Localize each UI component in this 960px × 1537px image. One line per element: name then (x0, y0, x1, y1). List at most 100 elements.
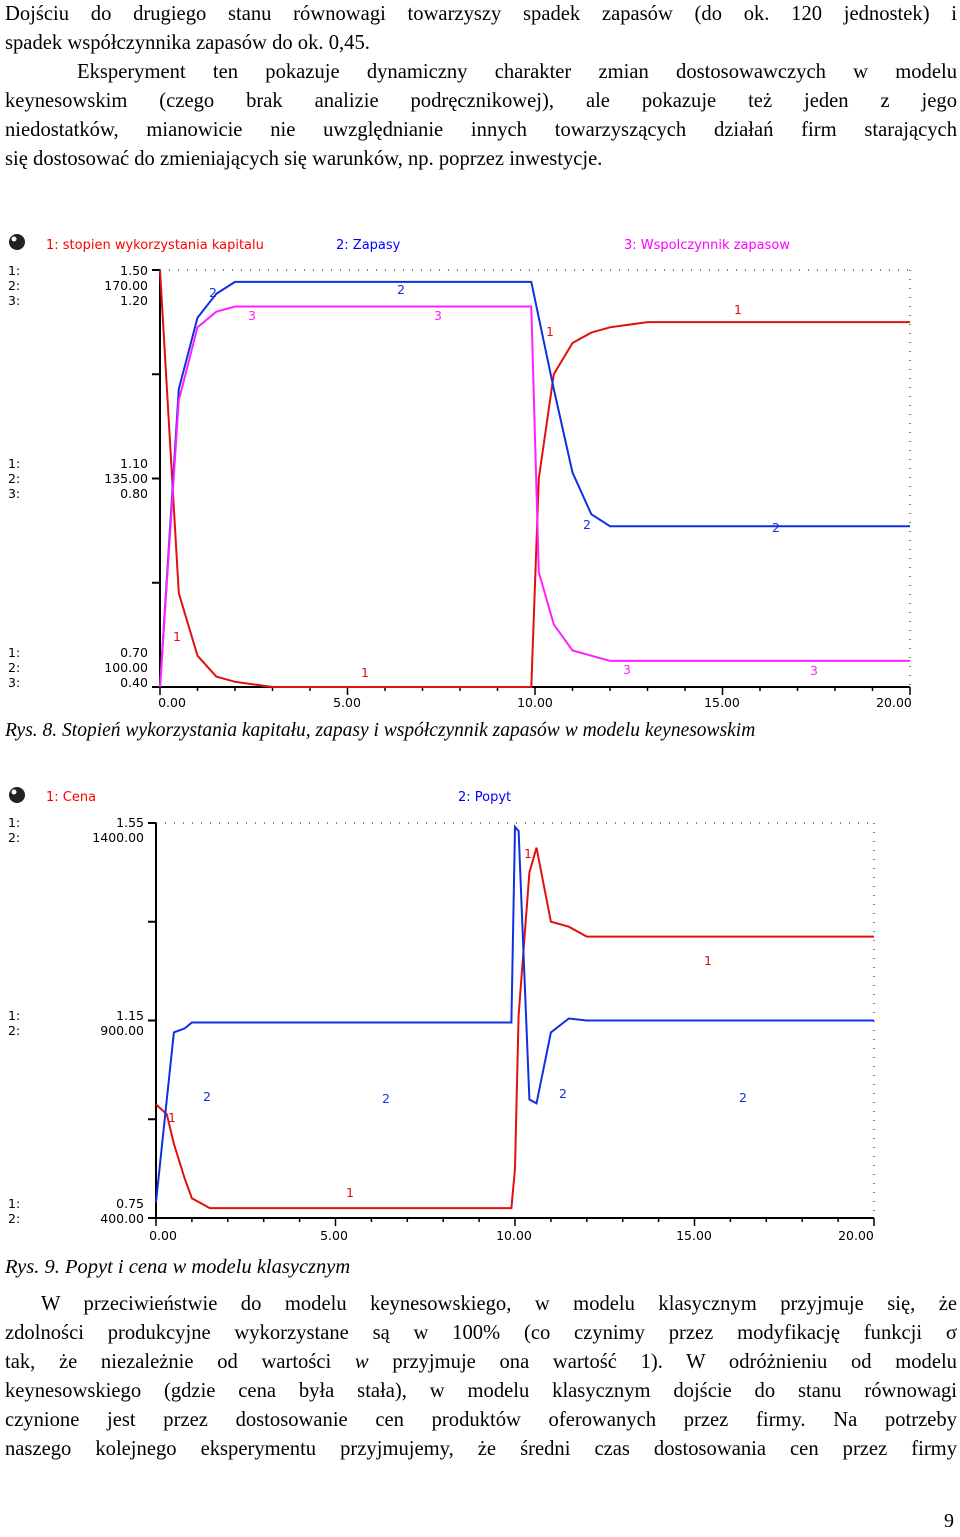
fig8-marker-3d: 3 (810, 663, 818, 678)
fig9-marker-1a: 1 (168, 1110, 176, 1125)
fig9-marker-2d: 2 (739, 1090, 747, 1105)
fig9-scale-bot: 1: 0.75 2: 400.00 (8, 1196, 144, 1226)
fig8-axis-ticks (152, 269, 911, 695)
body2-line-4: keynesowskiego (gdzie cena była stała), … (5, 1380, 957, 1402)
fig9-series-markers: 2 2 2 2 1 1 1 1 (168, 846, 747, 1200)
fig8-legend-2: 2: Zapasy (336, 238, 401, 253)
fig8-scale-top-s3: 3: (8, 293, 20, 308)
body2-line-5: czynione jest przez dostosowanie cen pro… (5, 1409, 957, 1431)
fig8-scale-bot-v1: 0.70 (120, 645, 148, 660)
fig9-marker-1b: 1 (346, 1185, 354, 1200)
fig8-legend: 1: stopien wykorzystania kapitalu 2: Zap… (9, 234, 790, 253)
figure-9-chart: 1: Cena 2: Popyt 1: 1.55 2: 1400.00 1: 1… (8, 787, 875, 1243)
fig8-scale-mid-s3: 3: (8, 486, 20, 501)
fig8-marker-1a: 1 (173, 629, 181, 644)
intro-line-3: Eksperyment ten pokazuje dynamiczny char… (77, 61, 957, 83)
fig8-marker-2c: 2 (583, 517, 591, 532)
page-number: 9 (944, 1510, 954, 1532)
fig8-legend-1: 1: stopien wykorzystania kapitalu (46, 238, 264, 253)
body2-line-3c: przyjmuje ona wartość 1). W odróżnieniu … (392, 1351, 957, 1373)
fig8-marker-2d: 2 (772, 520, 780, 535)
fig9-marker-1c: 1 (524, 846, 532, 861)
fig9-series-1-line (155, 847, 874, 1210)
body2-line-3a: tak, że niezależnie od wartości (5, 1351, 332, 1373)
fig9-scale-bot-s2: 2: (8, 1211, 20, 1226)
fig8-xtick-0: 0.00 (158, 695, 186, 710)
fig9-xtick-0: 0.00 (149, 1228, 177, 1243)
fig8-marker-3c: 3 (623, 662, 631, 677)
fig8-marker-3b: 3 (434, 308, 442, 323)
fig8-scale-bot-s3: 3: (8, 675, 20, 690)
fig8-xtick-3: 15.00 (704, 695, 740, 710)
fig9-marker-2b: 2 (382, 1091, 390, 1106)
body2-line-3: tak, że niezależnie od wartości w przyjm… (5, 1348, 957, 1377)
fig9-scale-top-s1: 1: (8, 815, 20, 830)
fig8-scale-top-v1: 1.50 (120, 263, 148, 278)
fig9-xtick-4: 20.00 (838, 1228, 874, 1243)
intro-line-2: spadek współczynnika zapasów do ok. 0,45… (5, 32, 370, 54)
fig8-marker-1c: 1 (546, 324, 554, 339)
body2-line-3b-var: w (354, 1351, 369, 1373)
fig8-marker-2b: 2 (397, 282, 405, 297)
fig9-scale-mid: 1: 1.15 2: 900.00 (8, 1008, 144, 1038)
fig8-scale-mid-v2: 135.00 (104, 471, 148, 486)
intro-paragraph: Dojściu do drugiego stanu równowagi towa… (5, 0, 957, 174)
fig9-series-2-line (155, 824, 874, 1203)
intro-line-1: Dojściu do drugiego stanu równowagi towa… (5, 3, 957, 25)
fig9-status-icon (9, 787, 25, 803)
fig9-axis-ticks (148, 822, 875, 1226)
fig8-scale-top-v3: 1.20 (120, 293, 148, 308)
fig8-scale-bot-s2: 2: (8, 660, 20, 675)
fig9-xtick-3: 15.00 (676, 1228, 712, 1243)
fig8-scale-bot-s1: 1: (8, 645, 20, 660)
fig8-series-1-line (159, 269, 910, 688)
fig8-xtick-2: 10.00 (517, 695, 553, 710)
intro-line-6: się dostosować do zmieniających się waru… (5, 148, 603, 170)
fig9-scale-mid-s1: 1: (8, 1008, 20, 1023)
fig9-scale-mid-v1: 1.15 (116, 1008, 144, 1023)
fig8-marker-1d: 1 (734, 302, 742, 317)
fig9-xtick-1: 5.00 (320, 1228, 348, 1243)
fig9-scale-top: 1: 1.55 2: 1400.00 (8, 815, 144, 845)
intro-line-5: niedostatków, mianowicie nie uwzględnian… (5, 119, 957, 141)
fig8-scale-mid-s1: 1: (8, 456, 20, 471)
figure-8-caption: Rys. 8. Stopień wykorzystania kapitału, … (5, 720, 756, 741)
fig8-series-markers: 2 2 2 2 3 3 3 3 1 1 1 1 (173, 282, 818, 680)
fig8-x-tick-labels: 0.00 5.00 10.00 15.00 20.00 (158, 695, 912, 710)
fig8-scale-top-s1: 1: (8, 263, 20, 278)
figure-8-chart: 1: stopien wykorzystania kapitalu 2: Zap… (8, 234, 912, 710)
fig9-marker-2c: 2 (559, 1086, 567, 1101)
fig8-scale-top-v2: 170.00 (104, 278, 148, 293)
fig9-legend: 1: Cena 2: Popyt (9, 787, 511, 805)
fig9-scale-bot-v2: 400.00 (100, 1211, 144, 1226)
fig8-marker-2a: 2 (209, 285, 217, 300)
fig9-scale-top-s2: 2: (8, 830, 20, 845)
body2-line-1: W przeciwieństwie do modelu keynesowskie… (41, 1293, 957, 1315)
intro-line-4: keynesowskim (czego brak analizie podręc… (5, 90, 957, 112)
fig9-x-tick-labels: 0.00 5.00 10.00 15.00 20.00 (149, 1228, 874, 1243)
figure-9-caption: Rys. 9. Popyt i cena w modelu klasycznym (5, 1256, 351, 1278)
fig9-scale-mid-s2: 2: (8, 1023, 20, 1038)
fig8-series-2-line (159, 280, 910, 688)
fig9-scale-bot-s1: 1: (8, 1196, 20, 1211)
fig9-marker-1d: 1 (704, 953, 712, 968)
fig9-scale-top-v2: 1400.00 (92, 830, 144, 845)
fig8-series-3-line (159, 305, 910, 688)
fig8-xtick-1: 5.00 (333, 695, 361, 710)
body2-line-2: zdolności produkcyjne wykorzystane są w … (5, 1322, 957, 1344)
fig8-scale-mid: 1: 1.10 2: 135.00 3: 0.80 (8, 456, 148, 501)
fig9-legend-2: 2: Popyt (458, 790, 511, 805)
fig8-marker-3a: 3 (248, 308, 256, 323)
fig9-legend-1: 1: Cena (46, 790, 96, 805)
fig8-scale-bot: 1: 0.70 2: 100.00 3: 0.40 (8, 645, 148, 690)
body-paragraph-2: W przeciwieństwie do modelu keynesowskie… (5, 1290, 957, 1464)
fig8-plot-frame (159, 269, 911, 688)
fig8-marker-1b: 1 (361, 665, 369, 680)
fig8-scale-mid-s2: 2: (8, 471, 20, 486)
fig8-scale-top-s2: 2: (8, 278, 20, 293)
fig8-scale-bot-v2: 100.00 (104, 660, 148, 675)
fig8-scale-mid-v3: 0.80 (120, 486, 148, 501)
fig9-scale-mid-v2: 900.00 (100, 1023, 144, 1038)
body2-line-6: naszego kolejnego eksperymentu przyjmuje… (5, 1438, 957, 1460)
fig9-marker-2a: 2 (203, 1089, 211, 1104)
